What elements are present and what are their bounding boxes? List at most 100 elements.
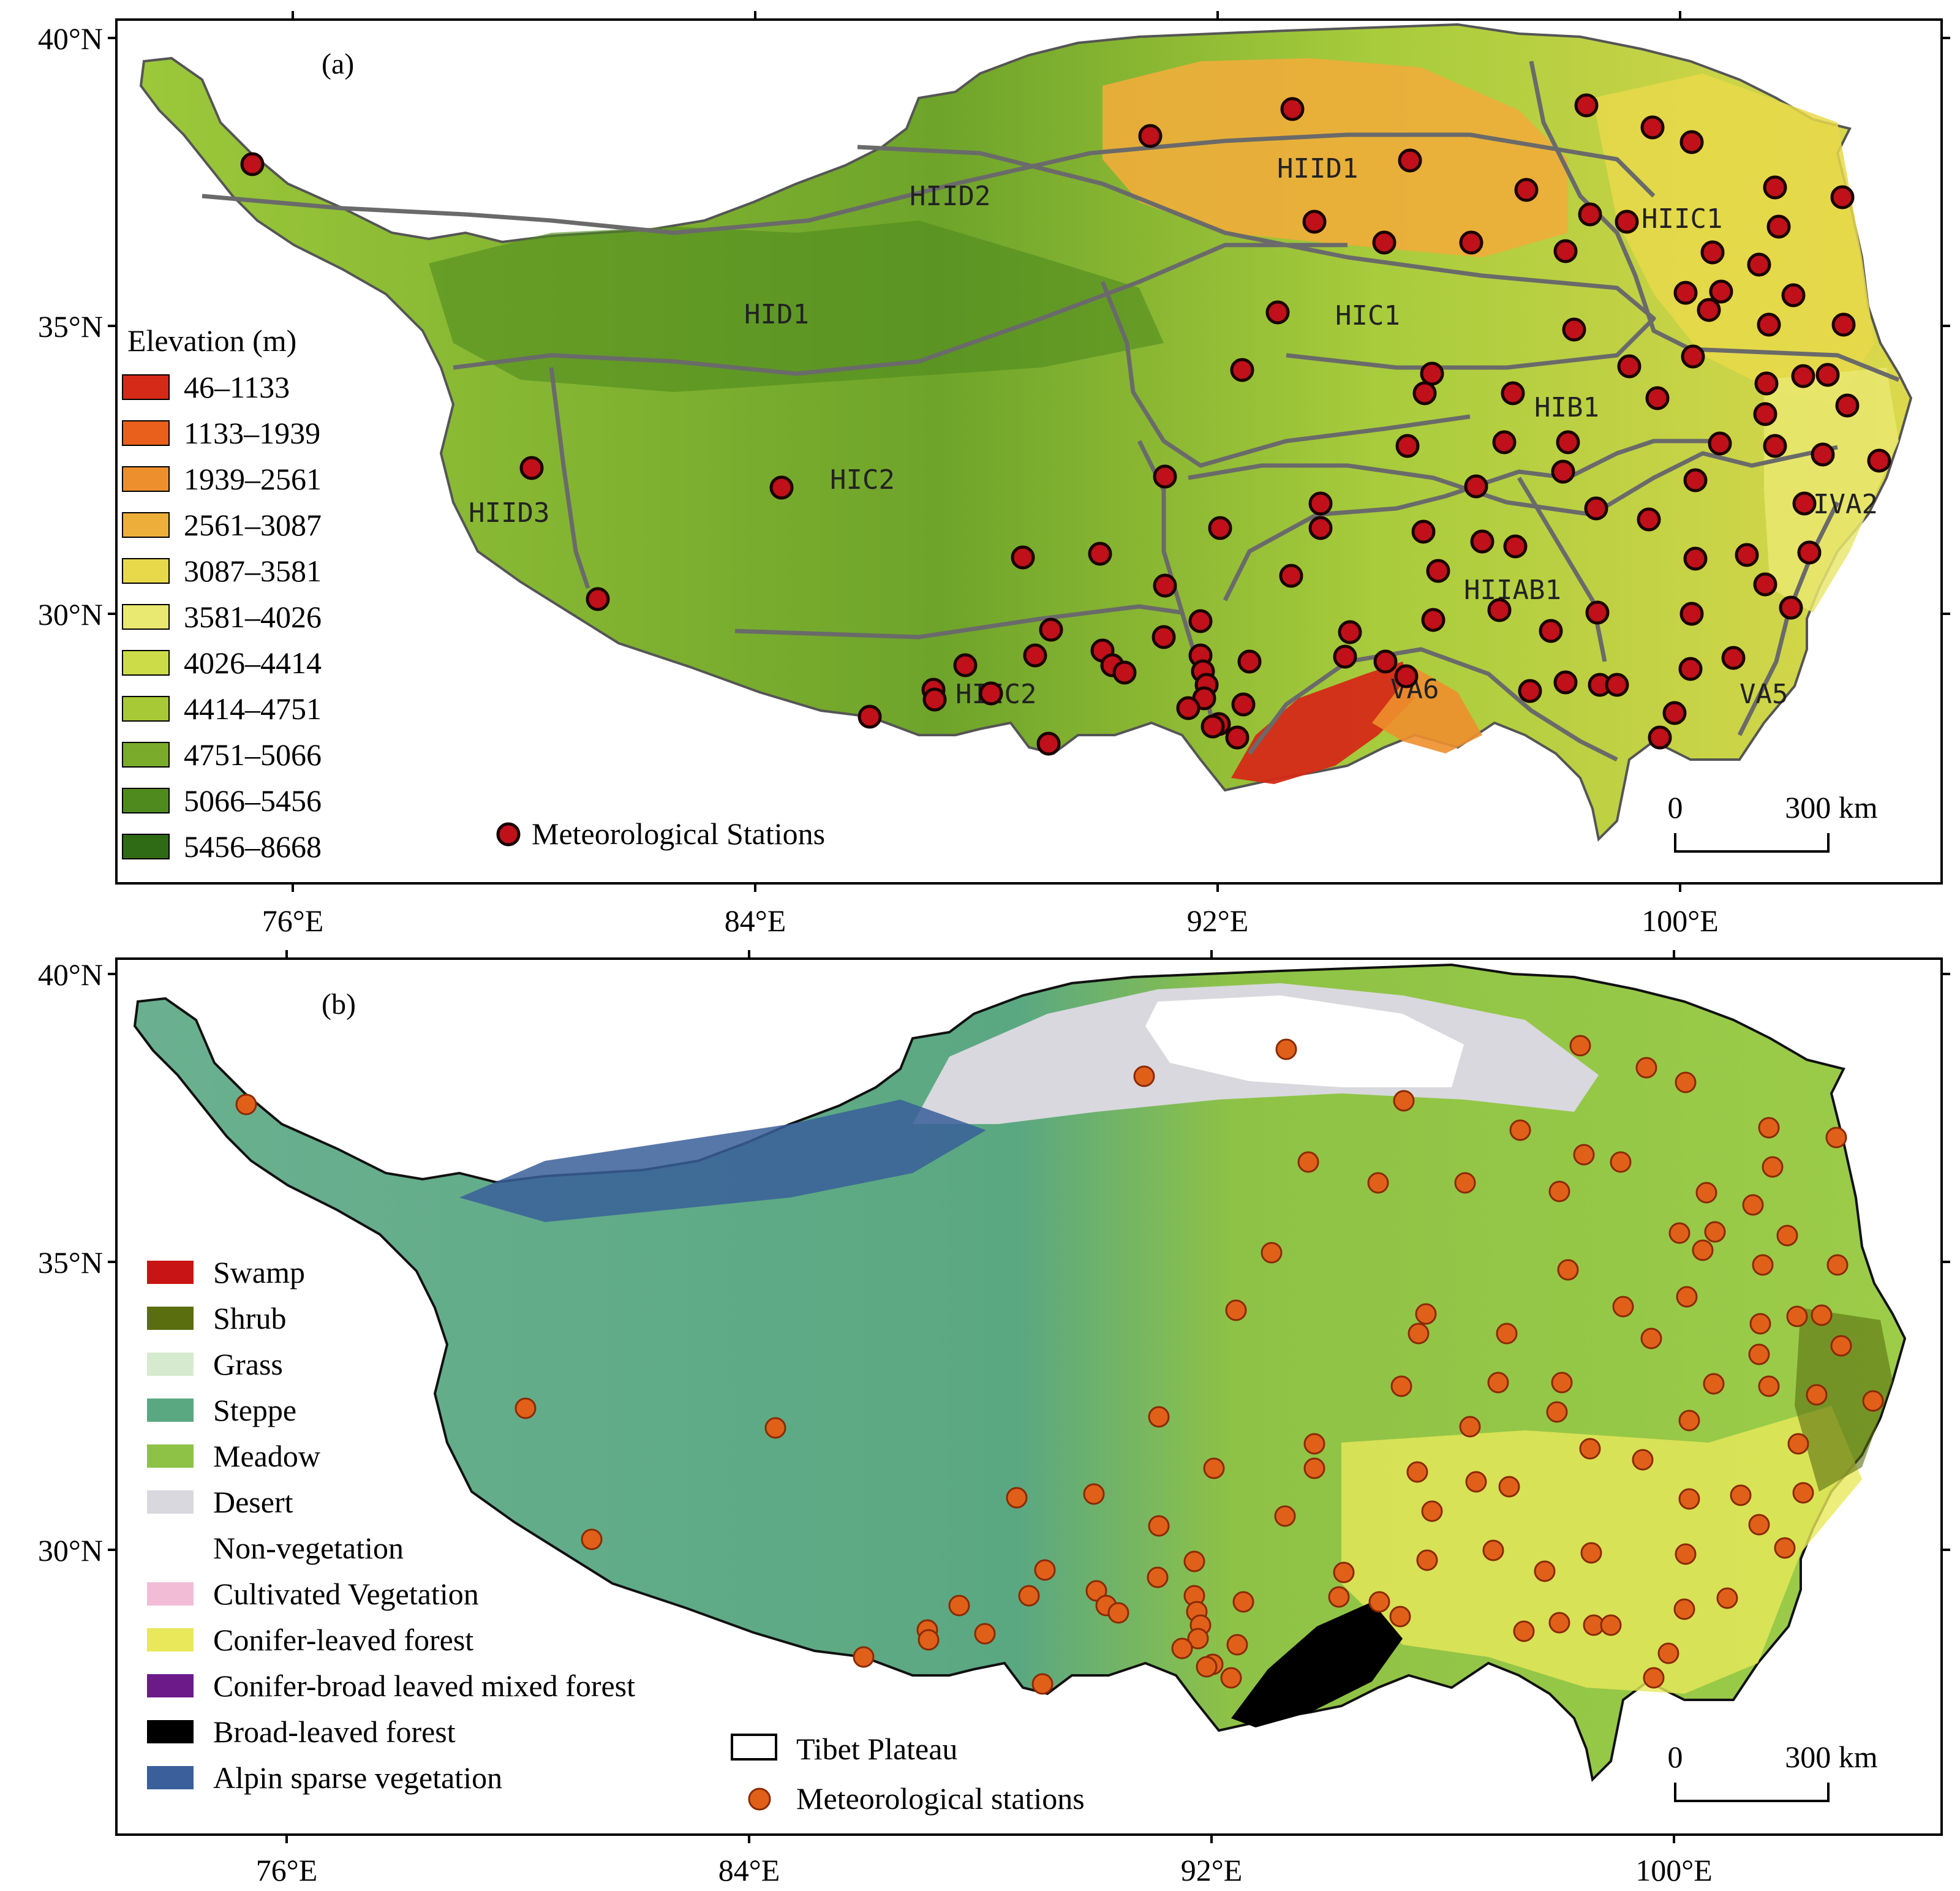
station-marker-b [1758,1117,1780,1139]
station-marker-a [1754,371,1779,396]
panel-a-lon-labels: 76°E 84°E 92°E 100°E [262,904,1719,938]
station-marker-a [1280,97,1305,121]
station-marker-a [519,456,544,480]
station-marker-a [1781,283,1806,308]
station-markers-b [235,1035,1884,1695]
region-label-hic1: HIC1 [1335,300,1400,331]
station-marker-b [1825,1127,1847,1149]
region-label-hiiab1: HIIAB1 [1464,575,1561,606]
station-marker-b [1758,1375,1780,1397]
station-marker-a [1584,496,1608,521]
station-marker-b [1704,1221,1726,1243]
vegetation-legend-swatch [147,1674,194,1697]
station-marker-b [1509,1119,1531,1141]
vegetation-legend-label: Grass [213,1347,283,1381]
qaidam-basin [1102,58,1568,257]
station-marker-a [1138,124,1163,148]
vegetation-legend-swatch [147,1720,194,1743]
scale-bar-a: 0 300 km [1668,790,1878,853]
panel-b-lon-labels: 76°E 84°E 92°E 100°E [256,1853,1713,1887]
elevation-legend-swatch [122,374,170,400]
station-marker-b [1748,1343,1770,1365]
vegetation-legend-label: Alpin sparse vegetation [213,1761,502,1795]
elevation-legend-label: 3581–4026 [184,600,322,634]
station-marker-a [1188,609,1213,633]
station-marker-b [1657,1642,1679,1664]
station-marker-b [1551,1372,1573,1394]
station-marker-b [1275,1038,1297,1060]
region-label-hid1: HID1 [744,299,809,330]
station-marker-b [581,1528,603,1550]
station-marker-a [1153,573,1177,598]
station-marker-a [1556,430,1580,455]
station-marker-b [853,1646,875,1668]
station-marker-a [1708,431,1732,456]
station-marker-b [1787,1433,1809,1455]
vegetation-legend-swatch [147,1766,194,1789]
station-marker-b [1328,1586,1350,1608]
station-marker-b [1232,1591,1254,1613]
vegetation-legend-label: Swamp [213,1255,305,1289]
station-marker-a [1426,559,1450,583]
station-marker-b [1600,1614,1622,1636]
elevation-legend-label: 2561–3087 [184,508,322,542]
scale-label-300km-b: 300 km [1785,1740,1878,1774]
lon-label-76e-b: 76°E [256,1853,318,1887]
station-marker-a [1779,595,1803,620]
elevation-legend-swatch [122,742,170,768]
station-marker-b [1676,1286,1698,1308]
station-marker-a [1231,692,1256,717]
station-marker-a [1617,354,1642,379]
station-marker-a [1679,130,1704,154]
station-marker-b [1226,1634,1248,1656]
plateau-legend-swatch [731,1734,777,1761]
region-label-hic2: HIC2 [830,464,895,496]
station-marker-b [1406,1461,1428,1483]
station-marker-a [1398,148,1422,173]
lon-label-84e-b: 84°E [718,1853,780,1887]
station-marker-b [1408,1323,1430,1345]
lat-label-30n-a: 30°N [38,597,103,632]
station-marker-b [1811,1304,1833,1326]
station-marker-a [1648,725,1672,750]
elevation-legend-swatch [122,558,170,584]
station-marker-b [1274,1505,1296,1527]
plateau-legend-text: Tibet Plateau [796,1732,957,1766]
region-label-hiid3: HIID3 [469,497,549,529]
panel-b-ticks [108,950,1950,1843]
station-marker-b [1573,1144,1595,1166]
station-marker-a [1709,279,1733,304]
scale-label-300km-a: 300 km [1785,790,1878,825]
station-marker-a [1640,115,1665,140]
station-marker-b [1393,1090,1415,1112]
station-marker-a [1470,529,1494,554]
station-marker-a [1394,664,1419,689]
station-marker-a [1421,608,1446,632]
station-marker-a [1766,214,1791,239]
station-marker-a [1815,363,1840,387]
elevation-legend: Elevation (m) 46–1133 1133–1939 1939–2561 2… [122,323,322,864]
alpine-sparse-area [459,1100,986,1222]
station-marker-a [1308,491,1333,516]
station-marker-b [1695,1182,1717,1204]
station-marker-a [1412,381,1437,406]
station-marker-a [1501,381,1525,406]
elevation-legend-label: 4751–5066 [184,738,322,772]
station-marker-a [1553,239,1578,263]
station-marker-b [1806,1384,1828,1406]
station-legend-text-a: Meteorological Stations [532,817,825,851]
station-marker-b [1668,1222,1691,1244]
station-marker-b [1557,1259,1579,1281]
station-marker-b [1148,1515,1170,1537]
station-marker-b [1749,1313,1771,1335]
station-marker-a [1088,542,1112,566]
station-marker-a [922,687,947,712]
station-marker-b [1085,1580,1107,1602]
lat-label-40n-a: 40°N [38,21,103,56]
station-marker-a [858,704,882,729]
station-marker-b [1171,1637,1193,1659]
station-marker-b [1031,1673,1054,1695]
region-label-iva2: IVA2 [1813,489,1878,520]
station-marker-a [1333,644,1357,669]
station-marker-b [1187,1628,1209,1650]
